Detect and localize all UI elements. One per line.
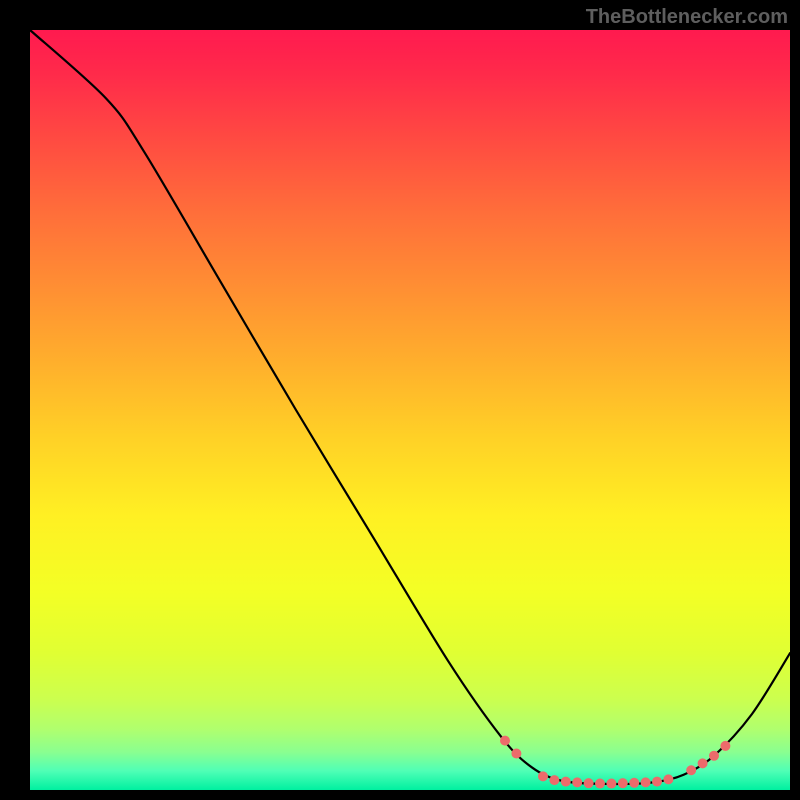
data-marker	[698, 758, 708, 768]
data-marker	[500, 736, 510, 746]
plot-background	[30, 30, 790, 790]
data-marker	[641, 777, 651, 787]
data-marker	[686, 765, 696, 775]
data-marker	[606, 779, 616, 789]
bottleneck-chart: TheBottlenecker.com	[0, 0, 800, 800]
data-marker	[584, 778, 594, 788]
data-marker	[629, 778, 639, 788]
data-marker	[511, 749, 521, 759]
data-marker	[561, 777, 571, 787]
data-marker	[709, 751, 719, 761]
data-marker	[549, 775, 559, 785]
data-marker	[538, 771, 548, 781]
data-marker	[618, 778, 628, 788]
watermark-label: TheBottlenecker.com	[586, 6, 788, 29]
chart-svg	[0, 0, 800, 800]
data-marker	[663, 774, 673, 784]
data-marker	[595, 779, 605, 789]
data-marker	[720, 741, 730, 751]
data-marker	[652, 777, 662, 787]
data-marker	[572, 777, 582, 787]
